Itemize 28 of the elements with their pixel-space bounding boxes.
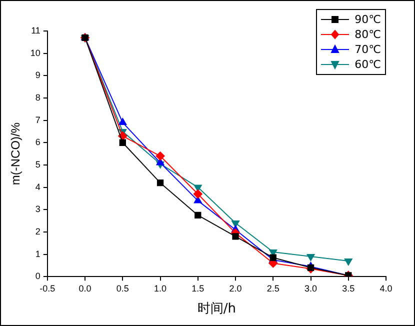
x-tick-label: 2.0 [229,283,242,294]
legend-label: 90℃ [354,12,381,27]
x-tick-label: 1.5 [192,283,204,294]
y-tick-label: 2 [35,226,40,236]
x-tick-label: 0.0 [78,283,92,294]
x-tick-label: -0.5 [40,283,56,294]
legend-label: 70℃ [354,42,381,57]
x-tick-label: 0.5 [116,283,129,294]
x-axis-title: 时间/h [197,302,236,317]
legend-label: 60℃ [354,57,381,72]
legend-label: 80℃ [354,27,381,42]
y-tick-label: 11 [31,25,40,36]
x-tick-label: 1.0 [154,283,167,294]
y-tick-label: 5 [35,159,40,170]
y-axis-title: m(-NCO)/% [8,122,23,186]
y-tick-label: 8 [35,92,40,102]
x-tick-label: 3.0 [304,283,318,294]
y-tick-label: 1 [35,248,40,259]
x-tick-label: 4.0 [380,283,392,294]
y-tick-label: 3 [35,204,40,214]
x-tick-label: 3.5 [342,283,355,294]
y-tick-label: 4 [35,182,40,192]
y-tick-label: 10 [30,48,40,58]
y-tick-label: 0 [35,271,40,282]
y-tick-label: 9 [35,70,40,80]
y-tick-label: 6 [35,137,40,148]
y-tick-label: 7 [35,114,40,125]
x-tick-label: 2.5 [266,283,280,294]
